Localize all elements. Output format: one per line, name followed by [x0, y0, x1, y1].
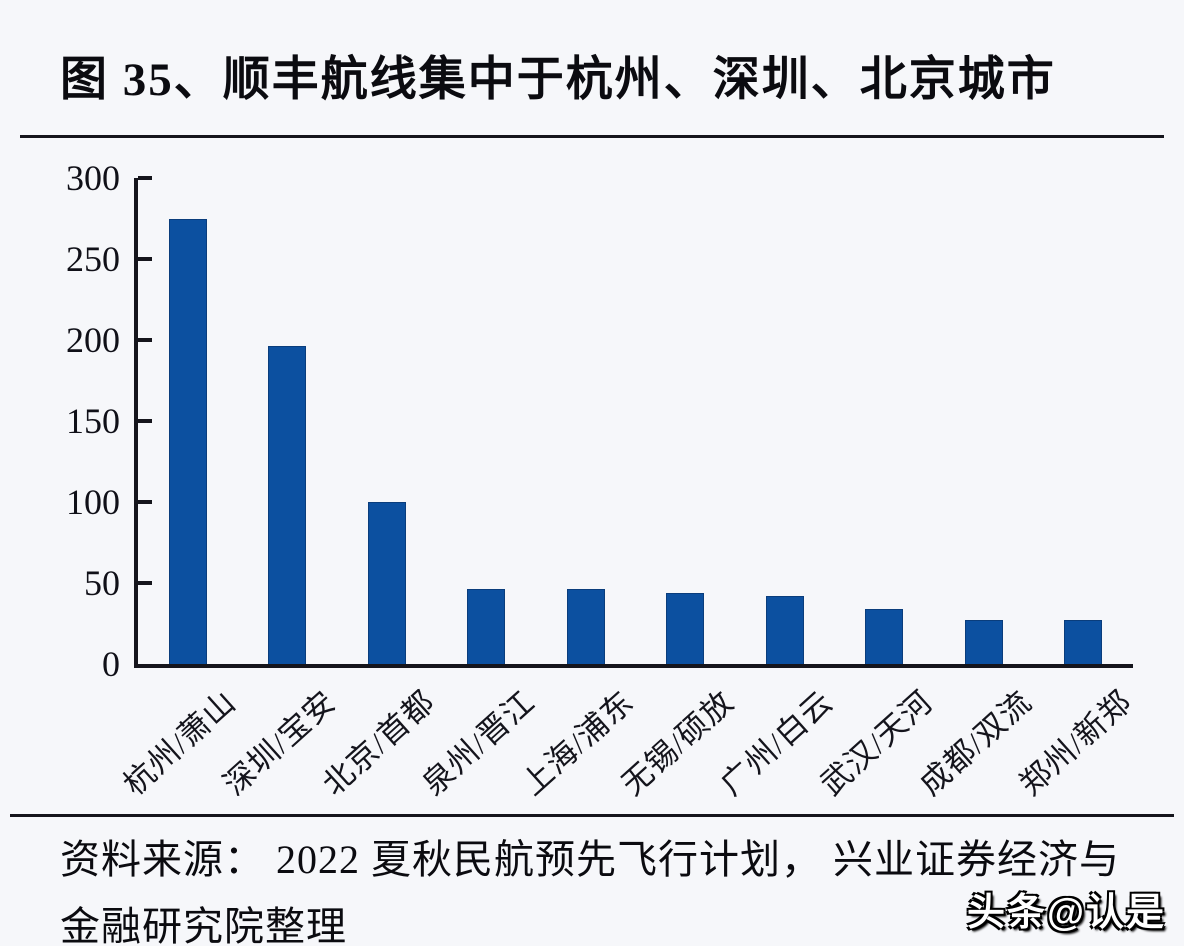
bar: [168, 218, 207, 664]
bar-slot: 深圳/宝安: [216, 178, 342, 802]
bar: [367, 502, 406, 664]
bar-slot: 郑州/新郑: [1012, 178, 1138, 802]
y-axis-tick-mark: [138, 257, 152, 261]
bar: [566, 589, 605, 664]
figure-title: 图 35、顺丰航线集中于杭州、深圳、北京城市: [60, 54, 1056, 106]
y-axis-tick-label: 0: [102, 644, 120, 684]
y-axis-tick-label: 200: [66, 320, 120, 361]
source-divider: [10, 814, 1174, 817]
source-note: 资料来源： 2022 夏秋民航预先飞行计划， 兴业证券经济与 金融研究院整理: [60, 826, 1160, 946]
y-axis-tick-mark: [138, 176, 152, 180]
y-axis-tick-label: 50: [84, 563, 120, 604]
source-line-2: 金融研究院整理: [60, 904, 347, 946]
bar: [765, 595, 804, 664]
y-axis-tick-label: 100: [66, 482, 120, 523]
watermark: 头条@认是: [966, 892, 1166, 934]
y-axis-tick-label: 150: [66, 401, 120, 441]
bar: [268, 346, 307, 664]
source-line-1: 资料来源： 2022 夏秋民航预先飞行计划， 兴业证券经济与: [60, 837, 1120, 882]
y-axis-tick-mark: [138, 500, 152, 505]
bar-chart: 杭州/萧山 深圳/宝安 北京/首都 泉州/晋江 上海/浦东 无锡/硕放 广州/白云 武汉/天河…: [66, 160, 1138, 802]
y-axis-tick-mark: [138, 419, 152, 423]
bar: [865, 608, 904, 664]
bar: [467, 589, 506, 664]
bar: [1064, 620, 1103, 664]
bar: [964, 620, 1003, 664]
bar-slot: 无锡/硕放: [614, 178, 740, 802]
bar-slot: 泉州/晋江: [415, 178, 541, 802]
bar: [666, 592, 705, 664]
y-axis-tick-mark: [138, 581, 152, 586]
y-axis-tick-label: 300: [66, 158, 120, 198]
bars-row: 杭州/萧山 深圳/宝安 北京/首都 泉州/晋江 上海/浦东 无锡/硕放 广州/白云 武汉/天河…: [117, 178, 1138, 802]
y-axis-tick-mark: [138, 338, 152, 343]
y-axis-tick-label: 250: [66, 239, 120, 279]
title-divider: [20, 135, 1164, 138]
bar-slot: 武汉/天河: [813, 178, 939, 802]
bar-slot: 成都/双流: [913, 178, 1039, 802]
bar-slot: 杭州/萧山: [117, 178, 243, 802]
bar-slot: 上海/浦东: [515, 178, 641, 802]
bar-slot: 北京/首都: [316, 178, 442, 802]
bar-slot: 广州/白云: [714, 178, 840, 802]
